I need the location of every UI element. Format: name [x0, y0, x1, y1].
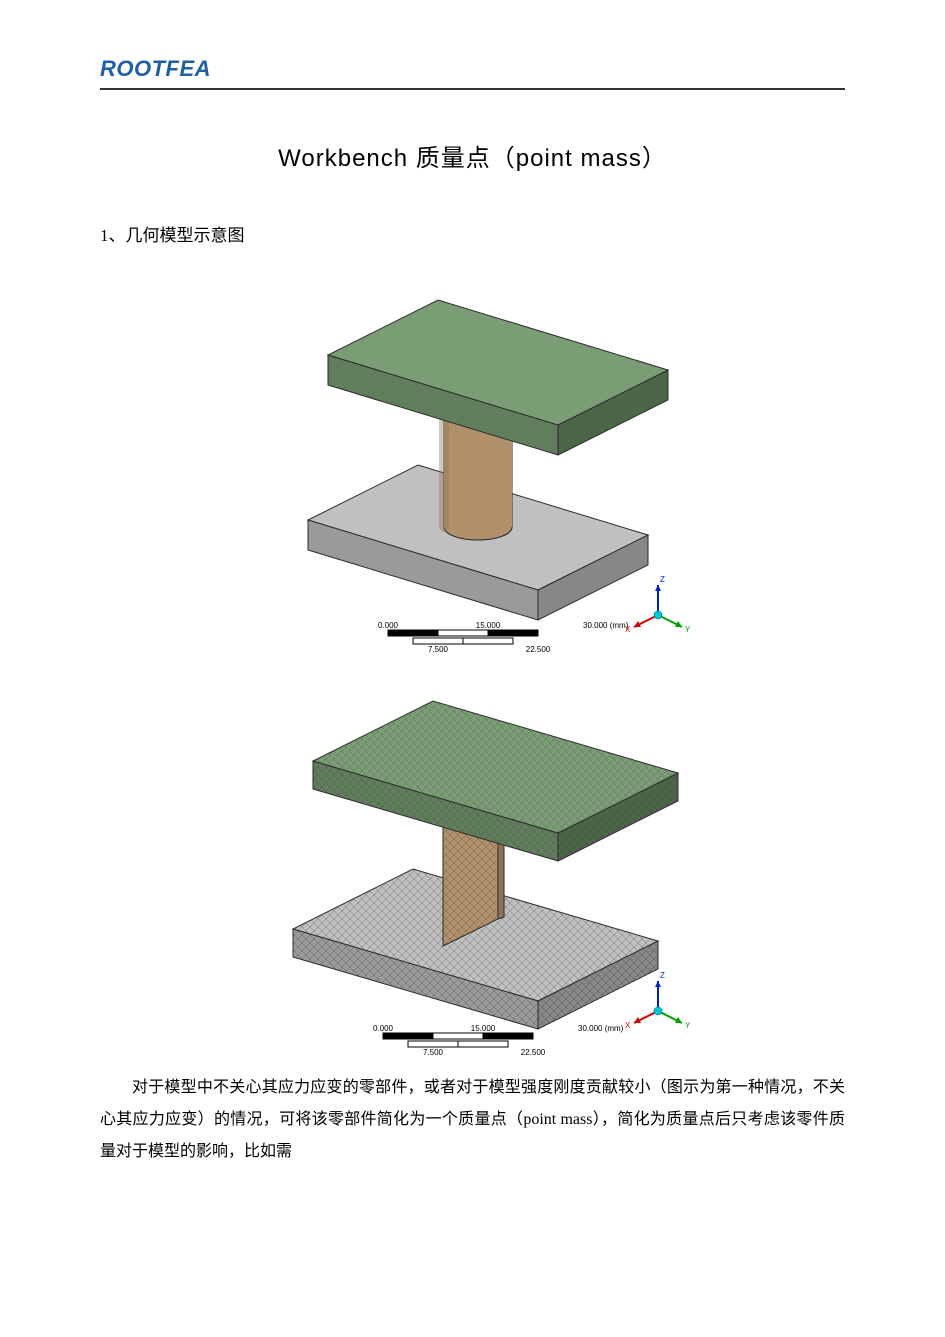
- p1-latin: point mass: [523, 1111, 592, 1128]
- fig2-axis-y-label: Y: [685, 1021, 691, 1030]
- fig2-top-plate: [313, 701, 678, 861]
- page-title: Workbench 质量点（point mass）: [100, 138, 845, 173]
- fig1-tick-2: 15.000: [475, 621, 500, 630]
- fig1-top-plate: [328, 300, 668, 455]
- fig2-axis-z-label: Z: [660, 971, 665, 980]
- header-divider: [100, 88, 845, 90]
- fig2-tick-4: 30.000 (mm): [578, 1024, 624, 1033]
- fig1-tick-0: 0.000: [377, 621, 398, 630]
- fig1-scalebar: 0.000 15.000 30.000 (mm) 7.500 22.500: [377, 621, 628, 654]
- site-logo: ROOTFEA: [100, 56, 845, 82]
- figure-2-svg: 0.000 15.000 30.000 (mm) 7.500 22.500 Z: [238, 671, 708, 1061]
- fig2-tick-1: 7.500: [422, 1048, 443, 1057]
- fig2-tick-2: 15.000: [470, 1024, 495, 1033]
- fig1-tick-3: 22.500: [525, 645, 550, 654]
- fig2-axis-x-label: X: [625, 1021, 631, 1030]
- figure-1: 0.000 15.000 30.000 (mm) 7.500 22.500 Z: [100, 260, 845, 665]
- fig1-tick-1: 7.500: [427, 645, 448, 654]
- fig2-scalebar: 0.000 15.000 30.000 (mm) 7.500 22.500: [372, 1024, 623, 1057]
- fig2-tick-3: 22.500: [520, 1048, 545, 1057]
- figure-2: 0.000 15.000 30.000 (mm) 7.500 22.500 Z: [100, 671, 845, 1066]
- fig1-axis-z-label: Z: [660, 575, 665, 584]
- fig1-triad: Z Y X: [625, 575, 691, 634]
- fig1-axis-y-label: Y: [685, 625, 691, 634]
- fig2-tick-0: 0.000: [372, 1024, 393, 1033]
- body-paragraph-1: 对于模型中不关心其应力应变的零部件，或者对于模型强度刚度贡献较小（图示为第一种情…: [100, 1072, 845, 1168]
- section-1-heading: 1、几何模型示意图: [100, 221, 845, 246]
- fig1-axis-x-label: X: [625, 625, 631, 634]
- fig1-tick-4: 30.000 (mm): [583, 621, 629, 630]
- figure-1-svg: 0.000 15.000 30.000 (mm) 7.500 22.500 Z: [238, 260, 708, 660]
